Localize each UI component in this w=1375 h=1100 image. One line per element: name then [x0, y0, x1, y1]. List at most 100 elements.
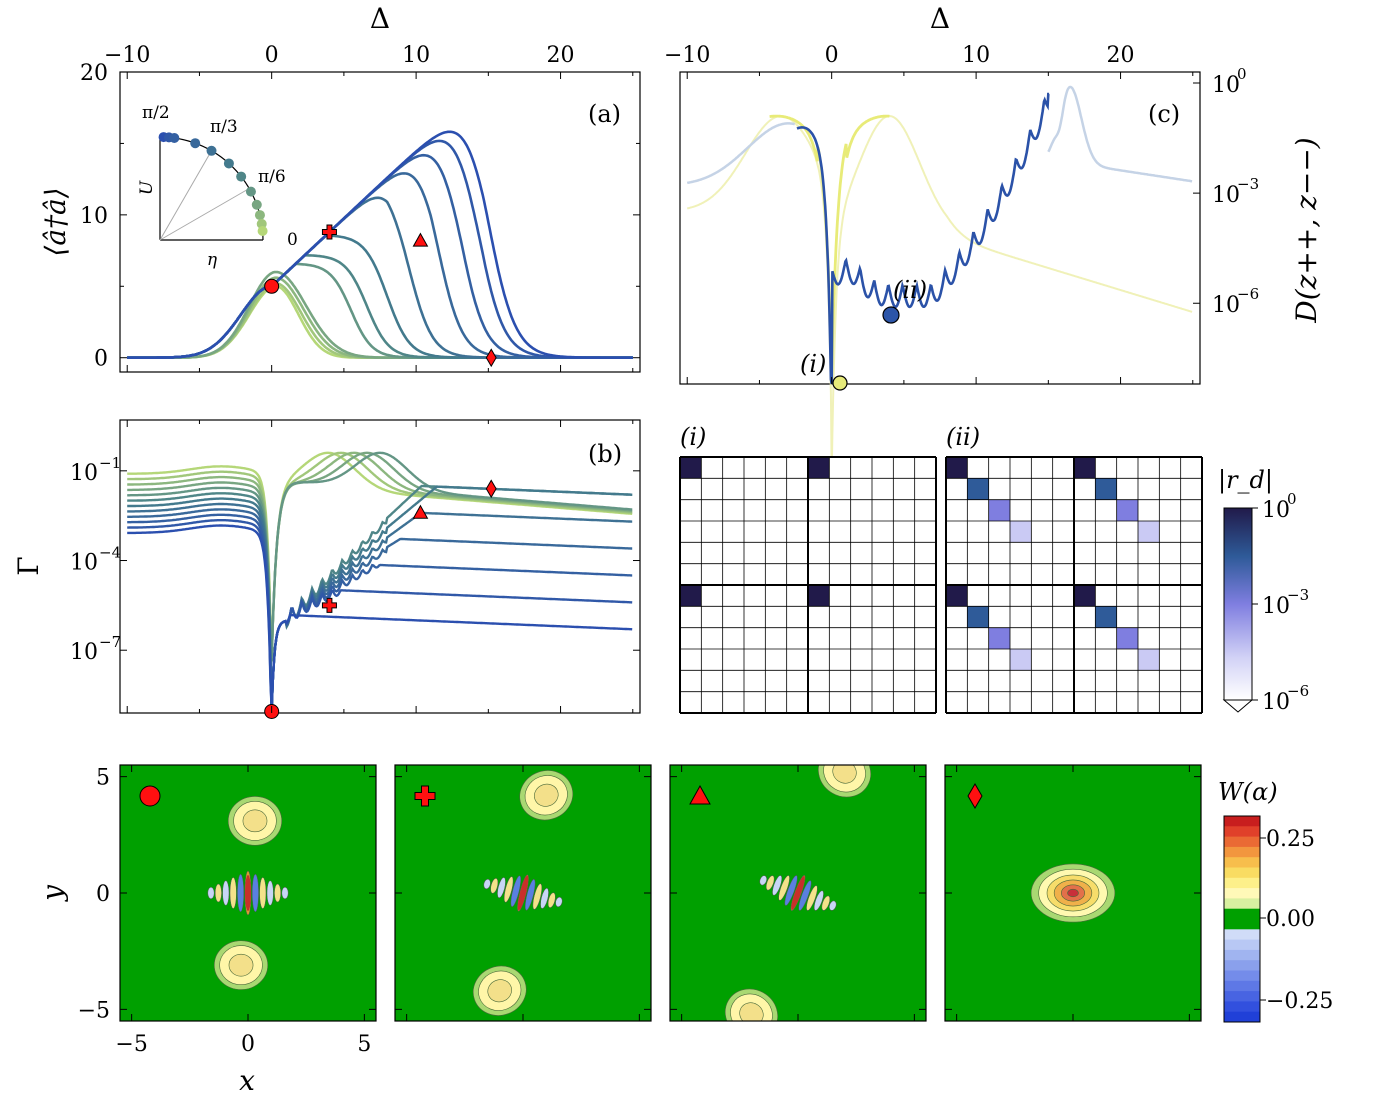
- wigner-fringe: [510, 875, 522, 907]
- inset-dots: [158, 132, 268, 237]
- wigner-ytick-label: −5: [78, 998, 110, 1023]
- panel-a-xtick-label: −10: [104, 43, 150, 68]
- wigner-blob: [534, 783, 559, 807]
- panel-c-xtick-label: 0: [825, 43, 839, 68]
- rd-cell: [946, 585, 968, 607]
- panel-b-series-line: [127, 519, 633, 711]
- panel-b: 10−110−410−7 (b) Γ: [12, 419, 641, 720]
- panel-c-lightblue-line-right: [1047, 85, 1193, 183]
- rd-colorbar-tick-label: 10: [1262, 498, 1290, 523]
- panel-b-label: (b): [588, 440, 622, 468]
- rd-cell: [808, 585, 830, 607]
- wigner-fringe: [207, 887, 215, 899]
- rd-colorbar: [1223, 507, 1253, 701]
- panel-b-markers: [264, 479, 497, 720]
- wigner-fringe: [237, 874, 245, 912]
- wigner-colorbar-band: [1224, 970, 1260, 982]
- wigner-fringe: [555, 896, 563, 908]
- wigner-colorbar-band: [1224, 908, 1260, 920]
- panel-c-ytick-label: 10: [1212, 73, 1240, 98]
- wigner-fringe: [540, 887, 549, 909]
- rd-cell: [1010, 521, 1032, 543]
- wigner-fringe: [813, 890, 824, 911]
- wigner-colorbar-band: [1224, 929, 1260, 941]
- wigner-colorbar-band: [1224, 877, 1260, 889]
- panel-c-ytick-label: 10: [1212, 293, 1240, 318]
- wigner-colorbar-band: [1224, 846, 1260, 858]
- panel-a-ytick-label: 20: [80, 61, 108, 86]
- panel-c-frame: [679, 71, 1201, 385]
- wigner-colorbar-band: [1224, 960, 1260, 971]
- wigner-fringe: [503, 876, 514, 903]
- wigner-fringe: [765, 875, 775, 891]
- wigner-panel-circle: −5 0 5 5 0 −5: [78, 764, 377, 1057]
- wigner-panel-triangle: [669, 764, 927, 1022]
- wigner-panel-cross: [394, 764, 652, 1022]
- panel-a: −10 0 10 20 0 10 20 (a) Δ ⟨â†â⟩ π/2 π/3 π/6 0 …: [39, 2, 641, 373]
- wigner-fringe-center: [791, 876, 805, 910]
- panel-a-marker-diamond: [485, 348, 497, 368]
- panel-a-marker-cross: [321, 224, 337, 240]
- wigner-colorbar-band: [1224, 888, 1260, 899]
- wigner-fringe: [274, 883, 282, 903]
- panel-a-xtick-label: 0: [265, 43, 279, 68]
- wigner-colorbar-band: [1224, 919, 1260, 930]
- wigner-fringes: [483, 874, 563, 912]
- rd-colorbar-tick-exp: −3: [1287, 586, 1309, 604]
- panel-c-annot-i: (i): [800, 350, 826, 378]
- panel-a-marker-triangle: [412, 232, 429, 247]
- inset-label-pi6: π/6: [258, 167, 286, 187]
- wigner-fringe: [759, 875, 767, 886]
- rd-cell: [1095, 606, 1117, 628]
- wigner-fringe: [806, 885, 818, 911]
- panel-a-curves: [127, 130, 633, 359]
- panel-a-ylabel: ⟨â†â⟩: [39, 187, 72, 256]
- panel-b-ticks: 10−110−410−7: [70, 420, 640, 713]
- wigner-fringes: [207, 870, 289, 916]
- panel-b-ylabel: Γ: [12, 556, 45, 575]
- panel-a-ytick-label: 0: [94, 347, 108, 372]
- inset-dot: [206, 145, 217, 156]
- wigner-colorbar-tick-label: −0.25: [1266, 989, 1333, 1014]
- panel-b-series-line: [127, 502, 633, 711]
- wigner-marker-diamond: [967, 783, 983, 809]
- wigner-panels: −5 0 5 5 0 −5 x y W(α) 0.25 0.00 −0.25: [36, 764, 1333, 1097]
- wigner-fringe: [222, 880, 230, 906]
- inset-dot: [245, 186, 256, 197]
- wigner-ytick-label: 0: [96, 882, 110, 907]
- rd-colorbar-extend: [1222, 699, 1254, 713]
- wigner-colorbar-band: [1224, 826, 1260, 838]
- wigner-fringe: [497, 877, 506, 899]
- panel-c-label: (c): [1148, 100, 1180, 128]
- inset-dot: [169, 133, 180, 144]
- panel-b-ytick-label: 10: [70, 551, 98, 576]
- panel-c-xtick-label: 10: [962, 43, 990, 68]
- panel-b-frame: [119, 419, 641, 714]
- wigner-fringe: [483, 878, 491, 890]
- wigner-ylabel: y: [36, 884, 69, 903]
- panel-b-series-line: [127, 451, 633, 660]
- rd-cell: [1095, 478, 1117, 500]
- wigner-fringe: [829, 900, 837, 911]
- inset-dot: [223, 158, 234, 169]
- panel-c-xlabel: Δ: [930, 2, 950, 35]
- panel-c-annot-ii: (ii): [893, 276, 927, 304]
- rd-grid-i: [679, 456, 937, 714]
- rd-colorbar-tick-exp: −6: [1287, 682, 1309, 700]
- wigner-colorbar-band: [1224, 898, 1260, 910]
- panel-a-xtick-label: 20: [547, 43, 575, 68]
- wigner-colorbar-band: [1224, 949, 1260, 961]
- inset-dot: [236, 171, 247, 182]
- inset-dot: [251, 199, 262, 210]
- rd-cell: [1138, 521, 1160, 543]
- wigner-blob: [242, 809, 268, 833]
- panel-c-point-ii: [882, 306, 900, 324]
- wigner-panel-diamond: [944, 764, 1202, 1022]
- inset-label-pi2: π/2: [142, 103, 170, 123]
- wigner-colorbar-tick-label: 0.25: [1266, 827, 1315, 852]
